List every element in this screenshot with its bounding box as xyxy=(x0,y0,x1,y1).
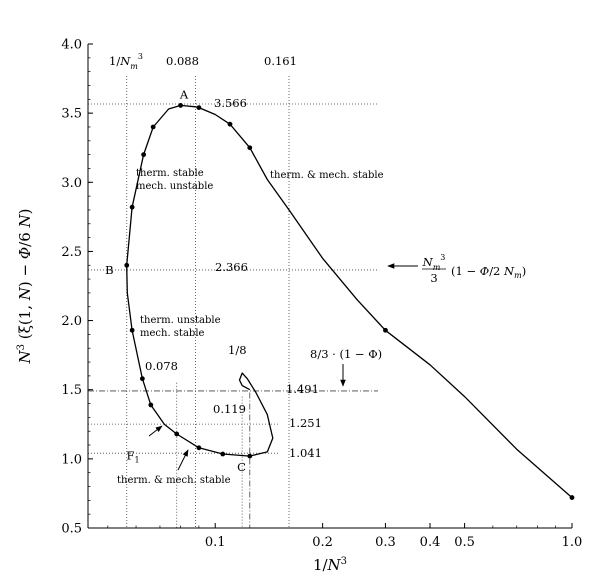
data-point-14 xyxy=(196,445,202,451)
annotation-therm-unstable: therm. unstable xyxy=(140,315,221,326)
y-tick-label: 0.5 xyxy=(61,522,82,537)
ref-label-3566: 3.566 xyxy=(214,96,247,110)
ref-label-nm: 1/Nm3 xyxy=(109,52,143,71)
ref-label-0078: 0.078 xyxy=(145,359,178,373)
reference-lines xyxy=(88,76,378,528)
y-tick-label: 4.0 xyxy=(61,38,82,53)
data-point-0 xyxy=(569,495,575,500)
ref-label-1491: 1.491 xyxy=(286,382,319,396)
arrows xyxy=(148,263,446,471)
data-points xyxy=(124,102,575,500)
y-tick-label: 2.5 xyxy=(61,245,82,260)
ref-label-0088: 0.088 xyxy=(166,54,199,68)
data-point-13 xyxy=(174,431,180,437)
x-axis-title: 1/N3 xyxy=(313,556,347,574)
y-axis-title: N3 (ξ(1, N) − Φ/6 N) xyxy=(16,208,34,364)
series-line xyxy=(126,104,573,499)
point-label-a: A xyxy=(179,88,189,102)
data-point-9 xyxy=(124,262,130,268)
data-point-6 xyxy=(150,124,156,130)
asymptote-numerator: Nm3 xyxy=(422,253,446,272)
annotation-limit-expr: 8/3 · (1 − Φ) xyxy=(310,347,382,361)
ref-label-0119: 0.119 xyxy=(213,402,246,416)
lower-stable-arrow xyxy=(177,449,189,471)
ref-label-1251: 1.251 xyxy=(289,416,322,430)
data-point-10 xyxy=(129,327,135,333)
annotation-mech-stable: mech. stable xyxy=(140,328,205,339)
data-point-16 xyxy=(247,453,253,459)
f1-arrow xyxy=(148,425,163,437)
ref-label-0161: 0.161 xyxy=(264,54,297,68)
y-tick-label: 1.0 xyxy=(61,452,82,467)
x-tick-label: 0.1 xyxy=(205,535,226,550)
data-point-3 xyxy=(227,121,233,127)
x-tick-label: 0.3 xyxy=(375,535,396,550)
series-curve xyxy=(126,104,573,499)
data-point-7 xyxy=(141,152,147,158)
x-tick-label: 0.2 xyxy=(312,535,333,550)
axes: 0.5 1.0 1.5 2.0 2.5 3.0 3.5 4.0 0.1 0.2 0.3 0.4 0.5 1… xyxy=(61,38,582,551)
ref-label-2366: 2.366 xyxy=(215,260,248,274)
point-label-c: C xyxy=(237,460,246,474)
data-point-5 xyxy=(178,102,184,108)
data-point-1 xyxy=(383,327,388,333)
data-point-15 xyxy=(220,451,226,457)
point-label-b: B xyxy=(105,263,113,277)
y-tick-label: 1.5 xyxy=(61,383,82,398)
data-point-2 xyxy=(247,145,253,151)
point-label-f1: F1 xyxy=(127,449,140,465)
asymptote-paren-expr: (1 − Φ/2 Nm) xyxy=(451,264,526,280)
x-tick-label: 0.5 xyxy=(454,535,475,550)
annotation-both-stable-lower: therm. & mech. stable xyxy=(117,475,231,486)
ref-label-1041: 1.041 xyxy=(289,446,322,460)
y-tick-label: 3.0 xyxy=(61,176,82,191)
annotation-one-eighth: 1/8 xyxy=(228,343,247,357)
data-point-12 xyxy=(148,402,154,408)
x-tick-label: 0.4 xyxy=(420,535,441,550)
y-tick-label: 3.5 xyxy=(61,107,82,122)
x-tick-label: 1.0 xyxy=(562,535,583,550)
annotation-mech-unstable: mech. unstable xyxy=(136,181,213,192)
annotation-both-stable-upper: therm. & mech. stable xyxy=(270,170,384,181)
asymptote-denominator: 3 xyxy=(430,271,437,285)
y-tick-label: 2.0 xyxy=(61,314,82,329)
data-point-11 xyxy=(139,376,145,382)
data-point-4 xyxy=(196,105,202,111)
annotation-therm-stable: therm. stable xyxy=(136,168,204,179)
data-point-8 xyxy=(129,204,135,210)
